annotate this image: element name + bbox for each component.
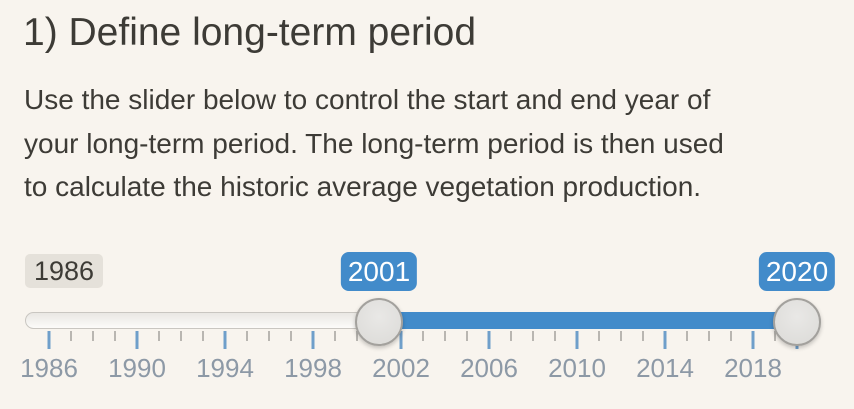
slider-tick-2015 [686,331,688,341]
slider-tick-1992 [180,331,182,341]
slider-tick-2000 [356,331,358,341]
slider-handle-to[interactable] [773,298,821,346]
slider-tick-2007 [510,331,512,341]
slider-grid-label-2006: 2006 [460,353,518,383]
slider-tick-1988 [92,331,94,341]
slider-tick-2017 [730,331,732,341]
slider-grid-label-2018: 2018 [724,353,782,383]
slider-grid-label-1990: 1990 [108,353,166,383]
slider-tick-1998 [311,331,315,349]
slider-tick-2019 [774,331,776,341]
description-line: your long-term period. The long-term per… [24,127,724,159]
slider-tick-1994 [223,331,227,349]
slider-tick-1995 [246,331,248,341]
slider-tick-2013 [642,331,644,341]
slider-tick-2004 [444,331,446,341]
slider-tick-2018 [751,331,755,349]
slider-grid-label-1998: 1998 [284,353,342,383]
slider-tick-2016 [708,331,710,341]
slider-tick-1986 [47,331,51,349]
slider-tick-2010 [575,331,579,349]
slider-tick-1991 [158,331,160,341]
slider-grid-label-2014: 2014 [636,353,694,383]
section-title: 1) Define long-term period [23,11,477,54]
description-line: to calculate the historic average vegeta… [24,171,702,202]
slider-to-value-badge: 2020 [758,252,836,291]
slider-grid-label-2010: 2010 [548,353,606,383]
slider-min-label: 1986 [25,254,104,288]
slider-tick-2003 [422,331,424,341]
section-description: Use the slider below to control the star… [24,78,724,209]
slider-tick-1997 [290,331,292,341]
slider-grid-label-1986: 1986 [20,353,78,383]
slider-tick-1993 [202,331,204,341]
description-line: Use the slider below to control the star… [24,84,711,115]
slider-tick-2012 [620,331,622,341]
slider-tick-2014 [663,331,667,349]
slider-tick-2008 [532,331,534,341]
slider-handle-from[interactable] [355,298,403,346]
slider-grid-label-1994: 1994 [196,353,254,383]
slider-from-value-badge: 2001 [340,252,418,291]
slider-tick-2011 [598,331,600,341]
slider-selected-range-bar[interactable] [379,312,797,329]
slider-tick-1996 [268,331,270,341]
slider-tick-1987 [70,331,72,341]
slider-tick-2005 [466,331,468,341]
slider-tick-1999 [334,331,336,341]
slider-tick-1989 [114,331,116,341]
slider-tick-1990 [135,331,139,349]
slider-tick-2009 [554,331,556,341]
slider-tick-2002 [399,331,403,349]
slider-grid-label-2002: 2002 [372,353,430,383]
slider-tick-2006 [487,331,491,349]
